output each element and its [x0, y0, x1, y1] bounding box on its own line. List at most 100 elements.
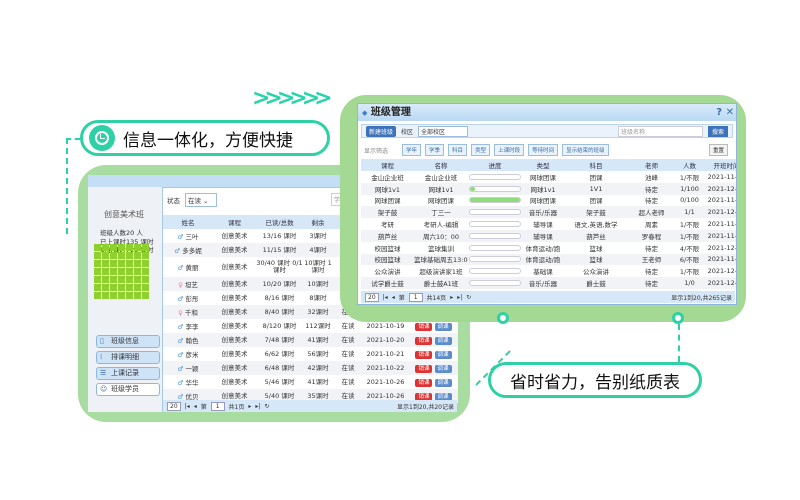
cell-name: 网球团课 [428, 197, 454, 206]
sidebar-nav-3[interactable]: ☺ 班级学员 [96, 383, 160, 396]
class-row[interactable]: 校园篮球 篮球基础周五13:00~2 体育运动/跑 篮球 王老师 6/不限 2021-11-… [361, 253, 737, 266]
sidebar-nav-2[interactable]: ☰ 上课记录 [96, 367, 160, 380]
class-row[interactable]: 公众演讲 超级演讲家1班 基础课 公众演讲 待定 1/不限 2021-12-03 [361, 265, 736, 278]
filter-button[interactable]: 科目 [448, 144, 468, 156]
cell-left: 4课时 [309, 245, 327, 254]
prev-page-button[interactable]: ◂ [391, 293, 395, 301]
name-text: 彭彤 [185, 295, 199, 303]
attendance-cell [126, 284, 133, 291]
cell-name: 超级演讲家1班 [419, 268, 463, 277]
class-search-input[interactable]: 班级名称 [617, 125, 703, 137]
reset-button[interactable]: 重置 [708, 144, 728, 156]
campus-select[interactable]: 全部校区 [418, 125, 469, 137]
student-row[interactable]: ♂ 一颖 创意美术 6/48 课时 42课时 在读 2021-10-22 销课 调课 [163, 361, 458, 375]
pager-info: 显示1到20,共20记录 [397, 403, 454, 411]
student-row[interactable]: ♂ 彦米 创意美术 6/62 课时 56课时 在读 2021-10-21 销课 调课 [163, 347, 458, 361]
class-row[interactable]: 金山企业班 金山企业班 网球团课 团课 池峰 1/不限 2021-11-30 [361, 171, 736, 183]
page-size-select[interactable]: 20 [167, 401, 181, 411]
window-title: 班级管理 [370, 107, 411, 118]
cancel-lesson-button[interactable]: 销课 [415, 393, 433, 401]
student-row[interactable]: ♂ 翰色 创意美术 7/48 课时 41课时 在读 2021-10-20 销课 调课 [163, 333, 458, 347]
stat-row: 班级人数20 人 [100, 229, 153, 238]
name-text: 李李 [185, 323, 199, 331]
status-filter-label: 状态 [167, 197, 180, 205]
cancel-lesson-button[interactable]: 销课 [415, 337, 433, 345]
student-row[interactable]: ♂ 华华 创意美术 5/46 课时 41课时 在读 2021-10-26 销课 调课 [163, 375, 458, 389]
class-row[interactable]: 网球团课 网球团课 网球团课 团课 待定 0/100 2021-11-30 [361, 194, 736, 207]
adjust-lesson-button[interactable]: 调课 [434, 337, 452, 345]
male-icon: ♂ [177, 351, 186, 359]
class-row[interactable]: 葫芦丝 周六10：00 辅导课 葫芦丝 罗春程 1/不限 2021-11-06 [361, 229, 736, 242]
last-page-button[interactable]: ▸| [255, 402, 261, 410]
class-row[interactable]: 试学爵士鼓 爵士鼓A1班 音乐/乐器 爵士鼓 待定 1/0 2021-12-01 [361, 277, 736, 289]
refresh-icon[interactable]: ↻ [466, 293, 472, 301]
attendance-cell [126, 252, 133, 259]
refresh-icon[interactable]: ↻ [264, 402, 270, 410]
search-button[interactable]: 搜索 [707, 125, 728, 137]
cancel-lesson-button[interactable]: 销课 [415, 365, 433, 373]
cancel-lesson-button[interactable]: 销课 [415, 351, 433, 359]
attendance-cell [118, 252, 125, 259]
class-row[interactable]: 校园篮球 篮球集训 体育运动/跑 篮球 待定 4/不限 2021-12-01 [361, 241, 736, 254]
prev-page-button[interactable]: ◂ [193, 402, 197, 410]
attendance-cell [110, 260, 117, 267]
last-page-button[interactable]: ▸| [457, 293, 463, 301]
cell-teacher: 待定 [645, 268, 658, 277]
cell-course: 创意美术 [221, 262, 248, 271]
filter-button[interactable]: 上课时段 [494, 144, 525, 156]
cell-left: 8课时 [309, 293, 327, 302]
help-icon[interactable]: ? [716, 107, 722, 118]
filter-button[interactable]: 学季 [425, 144, 445, 156]
attendance-cell [110, 276, 117, 283]
adjust-lesson-button[interactable]: 调课 [434, 393, 452, 401]
cell-status: 在读 [341, 349, 355, 358]
filter-button[interactable]: 学年 [402, 144, 422, 156]
filter-button[interactable]: 等待时间 [528, 144, 559, 156]
cancel-lesson-button[interactable]: 销课 [415, 379, 433, 387]
cell-used: 6/48 课时 [264, 363, 295, 372]
student-row[interactable]: ♂ 李李 创意美术 8/120 课时 112课时 在读 2021-10-19 销课 调课 [163, 319, 458, 333]
row-actions: 销课 调课 [408, 347, 458, 361]
connector-line [678, 324, 680, 362]
adjust-lesson-button[interactable]: 调课 [434, 379, 452, 387]
row-actions: 销课 调课 [408, 389, 458, 403]
page-input[interactable]: 1 [408, 292, 423, 302]
class-row[interactable]: 考研 考研人-编辑 辅导课 语文,英语,数学 周素 1/不限 2021-11-03 [361, 218, 736, 230]
cell-type: 音乐/乐器 [528, 209, 558, 218]
sidebar-nav-0[interactable]: ▯ 班级信息 [96, 335, 160, 348]
adjust-lesson-button[interactable]: 调课 [434, 323, 452, 331]
next-page-button[interactable]: ▸ [248, 402, 252, 410]
progress-cell [468, 230, 522, 242]
cell-used: 11/15 课时 [262, 245, 297, 254]
adjust-lesson-button[interactable]: 调课 [434, 365, 452, 373]
cell-course: 校园篮球 [374, 256, 401, 265]
attendance-cell [118, 260, 125, 267]
class-row[interactable]: 架子鼓 丁三一 音乐/乐器 架子鼓 超人老师 1/1 2021-12-04 [361, 206, 736, 219]
first-page-button[interactable]: |◂ [184, 402, 190, 410]
name-text: 华华 [185, 379, 199, 387]
status-filter-select[interactable]: 在读 ⌄ [185, 193, 217, 207]
cell-course: 试学爵士鼓 [371, 280, 404, 289]
page-size-select[interactable]: 20 [365, 292, 379, 302]
new-class-button[interactable]: 新建班级 [366, 125, 397, 137]
clock-icon [89, 125, 115, 151]
cancel-lesson-button[interactable]: 销课 [415, 323, 433, 331]
cell-date: 2021-11-19 [707, 255, 737, 264]
filter-button[interactable]: 显示结束的班级 [562, 144, 609, 156]
page-prefix: 第 [398, 294, 405, 302]
attendance-cell [126, 244, 133, 251]
cell-left: 10课时 1课时 [304, 259, 332, 274]
class-row[interactable]: 网球1v1 网球1v1 网球1v1 1V1 待定 1/100 2021-12-01 [361, 182, 736, 195]
close-icon[interactable]: ✕ [725, 107, 734, 118]
student-row[interactable]: ♂ 优贝 创意美术 5/40 课时 35课时 在读 2021-10-26 销课 调课 [163, 389, 458, 403]
filter-button[interactable]: 类型 [471, 144, 491, 156]
first-page-button[interactable]: |◂ [382, 293, 388, 301]
sidebar-nav-1[interactable]: ⁞ 排课明细 [96, 351, 160, 364]
next-page-button[interactable]: ▸ [450, 293, 454, 301]
cell-course: 网球团课 [374, 197, 401, 206]
page-input[interactable]: 1 [210, 401, 225, 411]
adjust-lesson-button[interactable]: 调课 [434, 351, 452, 359]
attendance-grid [94, 244, 154, 304]
